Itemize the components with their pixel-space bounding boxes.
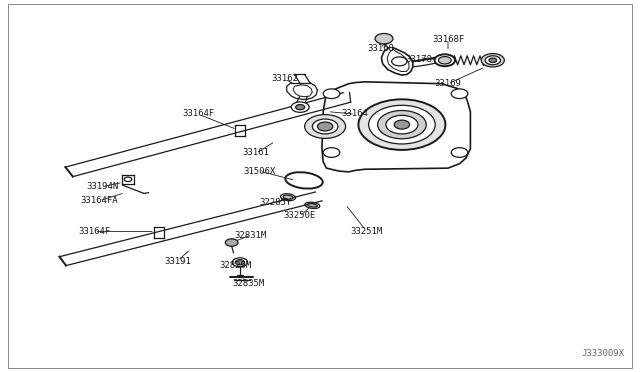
Circle shape: [358, 99, 445, 150]
Circle shape: [323, 89, 340, 99]
Circle shape: [394, 120, 410, 129]
Circle shape: [435, 54, 455, 66]
Text: 32829M: 32829M: [220, 261, 252, 270]
Circle shape: [312, 119, 338, 134]
Circle shape: [386, 115, 418, 134]
Circle shape: [225, 239, 238, 246]
Circle shape: [489, 58, 497, 62]
Circle shape: [392, 57, 407, 66]
Circle shape: [438, 57, 451, 64]
Text: 33169: 33169: [435, 79, 461, 88]
Ellipse shape: [283, 195, 293, 199]
Text: 33194N: 33194N: [86, 182, 118, 190]
Text: 33168: 33168: [367, 44, 394, 53]
Text: 33191: 33191: [164, 257, 191, 266]
Circle shape: [481, 54, 504, 67]
Circle shape: [451, 89, 468, 99]
Ellipse shape: [307, 203, 317, 207]
Circle shape: [232, 258, 248, 267]
Text: 33162: 33162: [271, 74, 298, 83]
Circle shape: [317, 122, 333, 131]
Circle shape: [485, 56, 500, 65]
Text: 33168F: 33168F: [432, 35, 464, 44]
Text: 32835M: 32835M: [232, 279, 264, 288]
Circle shape: [451, 148, 468, 157]
Text: 33164F: 33164F: [182, 109, 214, 118]
Text: 33164F: 33164F: [79, 227, 111, 236]
Text: 33161: 33161: [243, 148, 269, 157]
Text: 33251M: 33251M: [350, 227, 382, 236]
Circle shape: [369, 105, 435, 144]
Text: J333009X: J333009X: [581, 349, 624, 358]
Circle shape: [305, 115, 346, 138]
Circle shape: [375, 33, 393, 44]
Circle shape: [323, 148, 340, 157]
Text: 33178: 33178: [406, 55, 433, 64]
Text: 32285Y: 32285Y: [259, 198, 291, 207]
Text: 33164FA: 33164FA: [81, 196, 118, 205]
Circle shape: [291, 102, 309, 112]
Text: 33164: 33164: [342, 109, 369, 118]
Text: 33250E: 33250E: [284, 211, 316, 220]
Text: 31506X: 31506X: [243, 167, 275, 176]
Circle shape: [378, 110, 426, 139]
Text: 32831M: 32831M: [235, 231, 267, 240]
Circle shape: [236, 260, 244, 265]
Circle shape: [124, 177, 132, 182]
Circle shape: [296, 105, 305, 110]
